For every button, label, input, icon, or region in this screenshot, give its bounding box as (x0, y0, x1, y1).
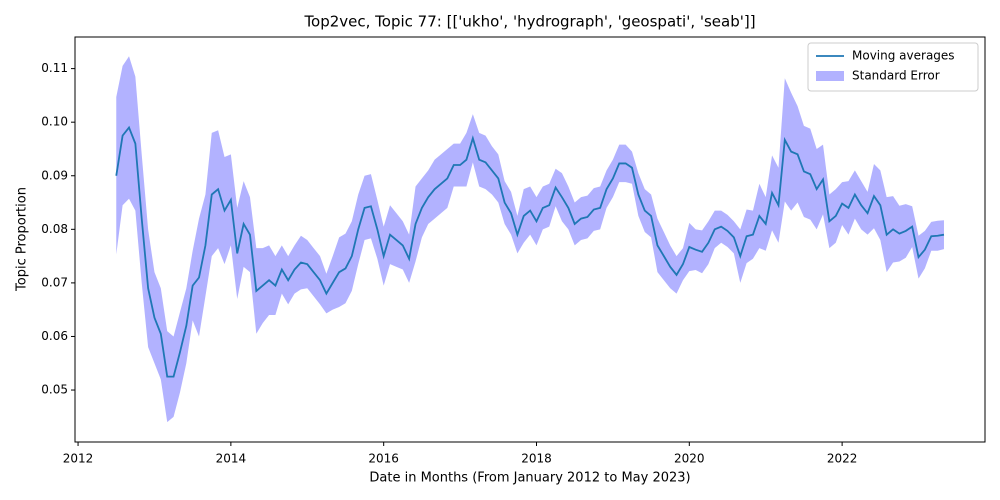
x-tick-label: 2022 (827, 452, 858, 466)
x-tick-label: 2016 (368, 452, 399, 466)
line (115, 125, 945, 378)
y-tick-label: 0.06 (41, 329, 68, 343)
y-tick-label: 0.05 (41, 383, 68, 397)
x-tick-label: 2012 (63, 452, 94, 466)
legend-label: Moving averages (852, 49, 955, 63)
y-axis-label: Topic Proportion (15, 187, 30, 292)
x-tick-label: 2018 (521, 452, 552, 466)
y-tick-label: 0.09 (41, 168, 68, 182)
legend-swatch (816, 71, 844, 81)
chart-title: Top2vec, Topic 77: [['ukho', 'hydrograph… (303, 13, 755, 31)
y-tick-label: 0.10 (41, 115, 68, 129)
y-tick-label: 0.08 (41, 222, 68, 236)
error-band (116, 56, 944, 423)
x-tick-label: 2020 (674, 452, 705, 466)
legend-label: Standard Error (852, 69, 940, 83)
x-axis-label: Date in Months (From January 2012 to May… (369, 471, 690, 486)
plot-frame (74, 36, 986, 443)
y-tick-label: 0.07 (41, 275, 68, 289)
x-tick-label: 2014 (216, 452, 247, 466)
legend-box (807, 42, 979, 92)
y-tick-label: 0.11 (41, 61, 68, 75)
